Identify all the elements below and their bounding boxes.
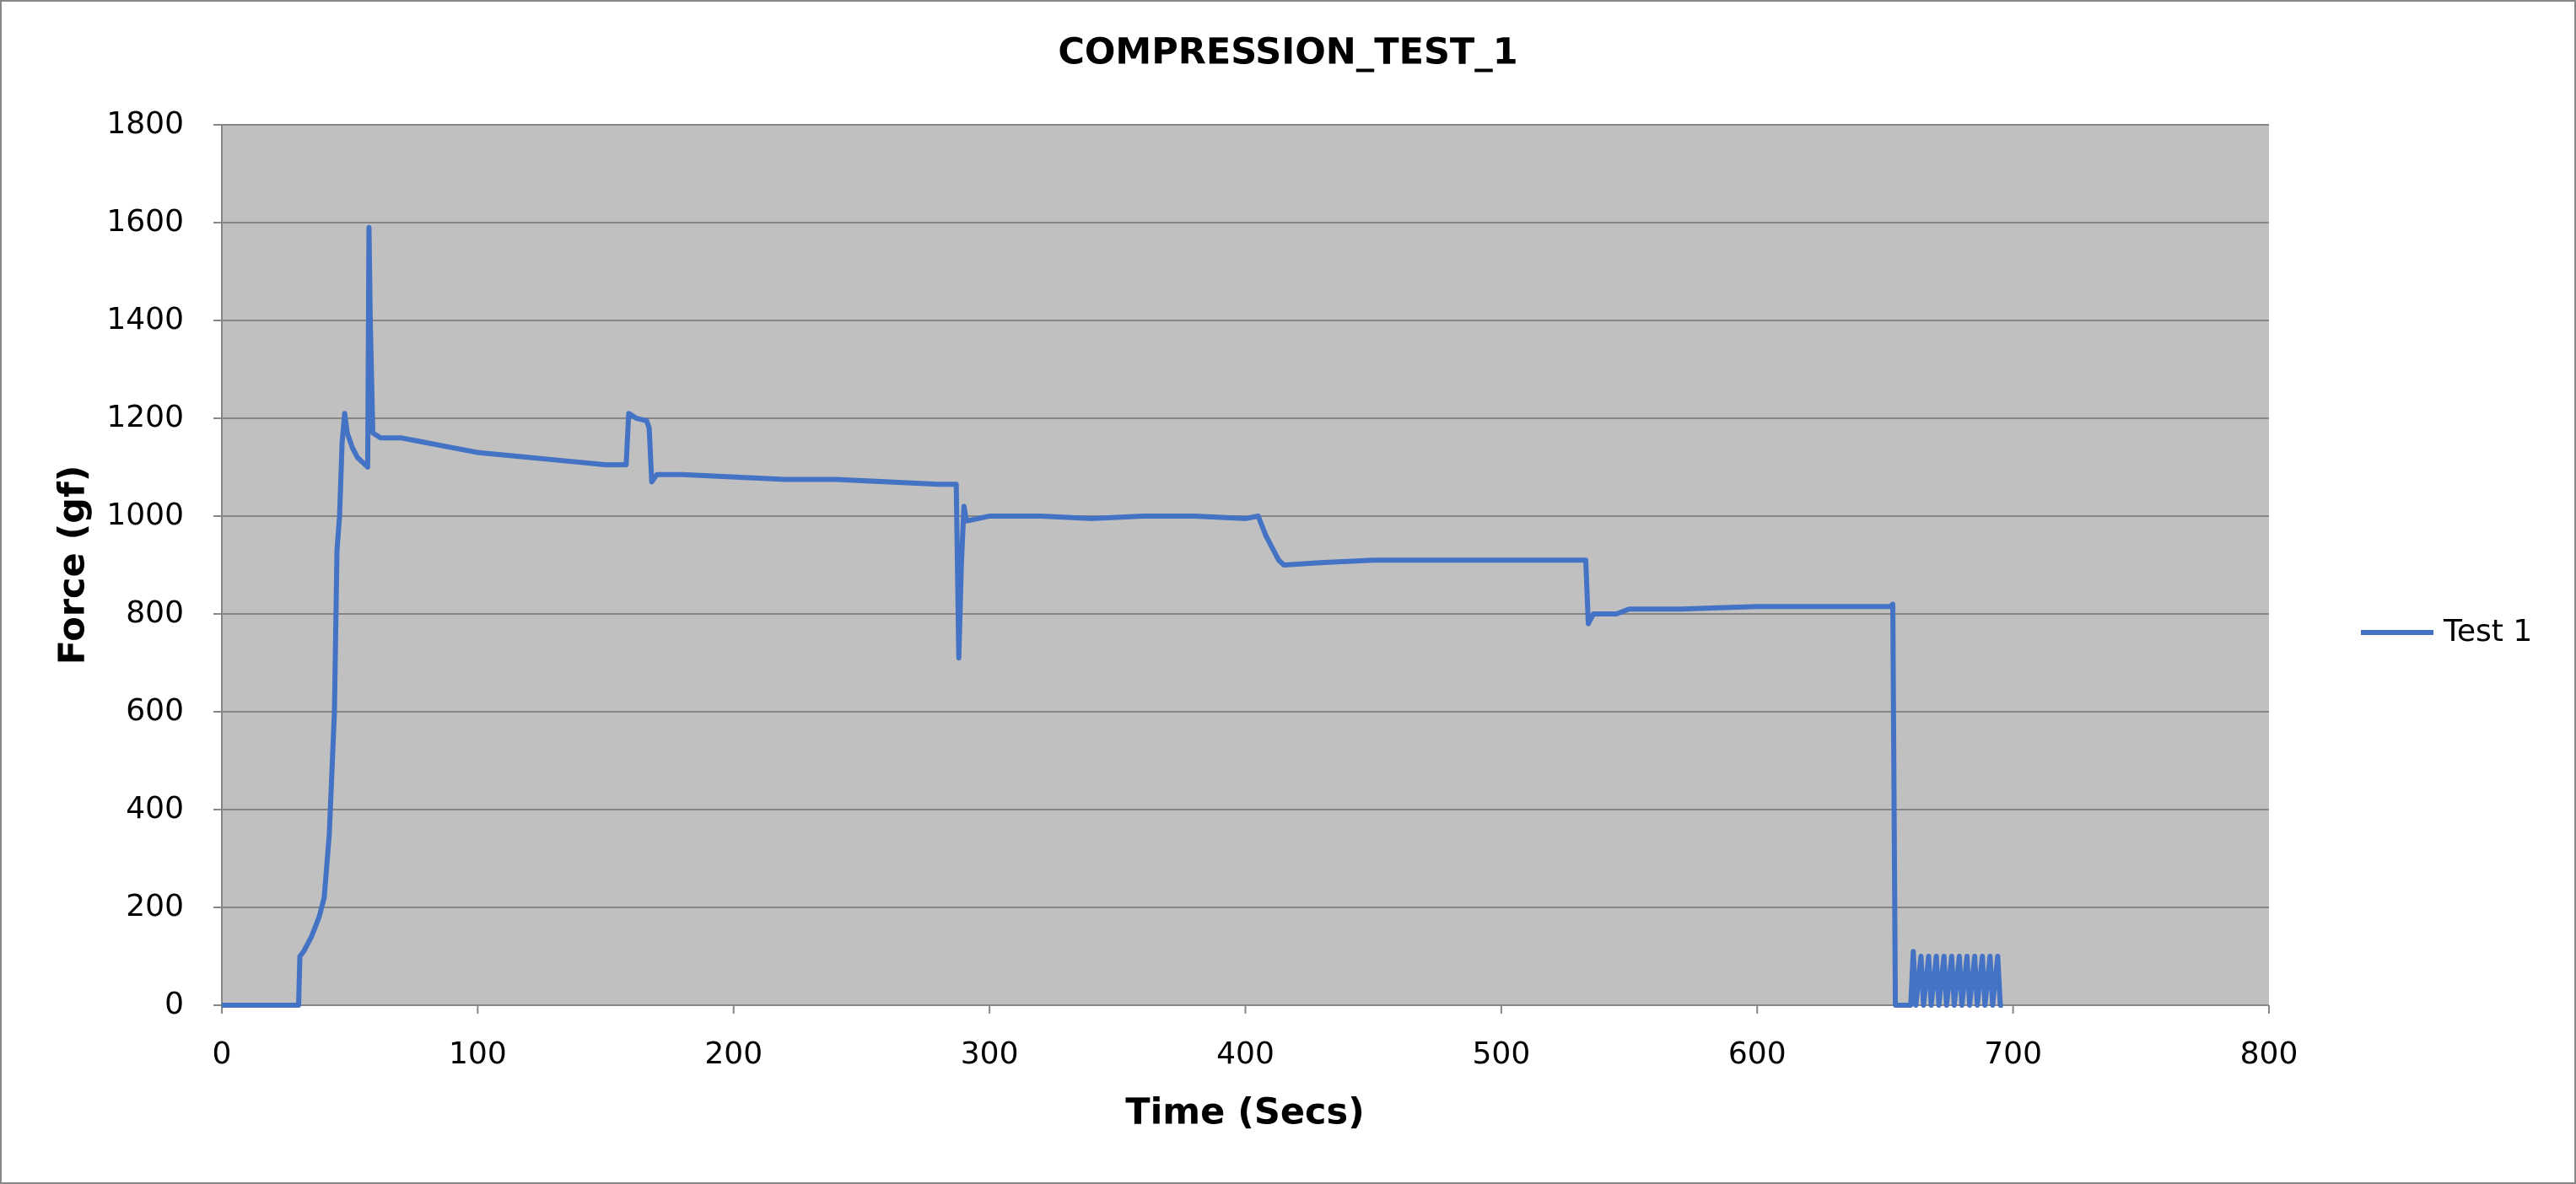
x-tick-label: 700 — [1984, 1036, 2042, 1071]
x-tick-label: 100 — [449, 1036, 507, 1071]
x-tick-label: 300 — [961, 1036, 1019, 1071]
x-tick-label: 0 — [213, 1036, 232, 1071]
y-tick-label: 1800 — [106, 106, 184, 141]
chart-title: COMPRESSION_TEST_1 — [1058, 31, 1517, 73]
y-tick-label: 0 — [164, 987, 184, 1021]
y-tick-label: 1200 — [106, 400, 184, 434]
y-tick-label: 1400 — [106, 302, 184, 336]
data-line — [222, 224, 2003, 1008]
y-tick-label: 1000 — [106, 498, 184, 532]
x-axis-title: Time (Secs) — [1125, 1091, 1365, 1133]
y-axis-title: Force (gf) — [51, 466, 94, 665]
y-tick-label: 400 — [126, 791, 184, 826]
x-tick-label: 800 — [2240, 1036, 2298, 1071]
y-tick-label: 800 — [126, 595, 184, 630]
legend-label: Test 1 — [2443, 614, 2532, 649]
y-tick-label: 600 — [126, 693, 184, 728]
x-tick-label: 500 — [1473, 1036, 1531, 1071]
x-tick-label: 400 — [1216, 1036, 1275, 1071]
plot-area — [222, 125, 2269, 1005]
x-tick-label: 600 — [1728, 1036, 1786, 1071]
x-tick-label: 200 — [704, 1036, 763, 1071]
y-tick-label: 200 — [126, 889, 184, 923]
y-tick-label: 1600 — [106, 204, 184, 239]
